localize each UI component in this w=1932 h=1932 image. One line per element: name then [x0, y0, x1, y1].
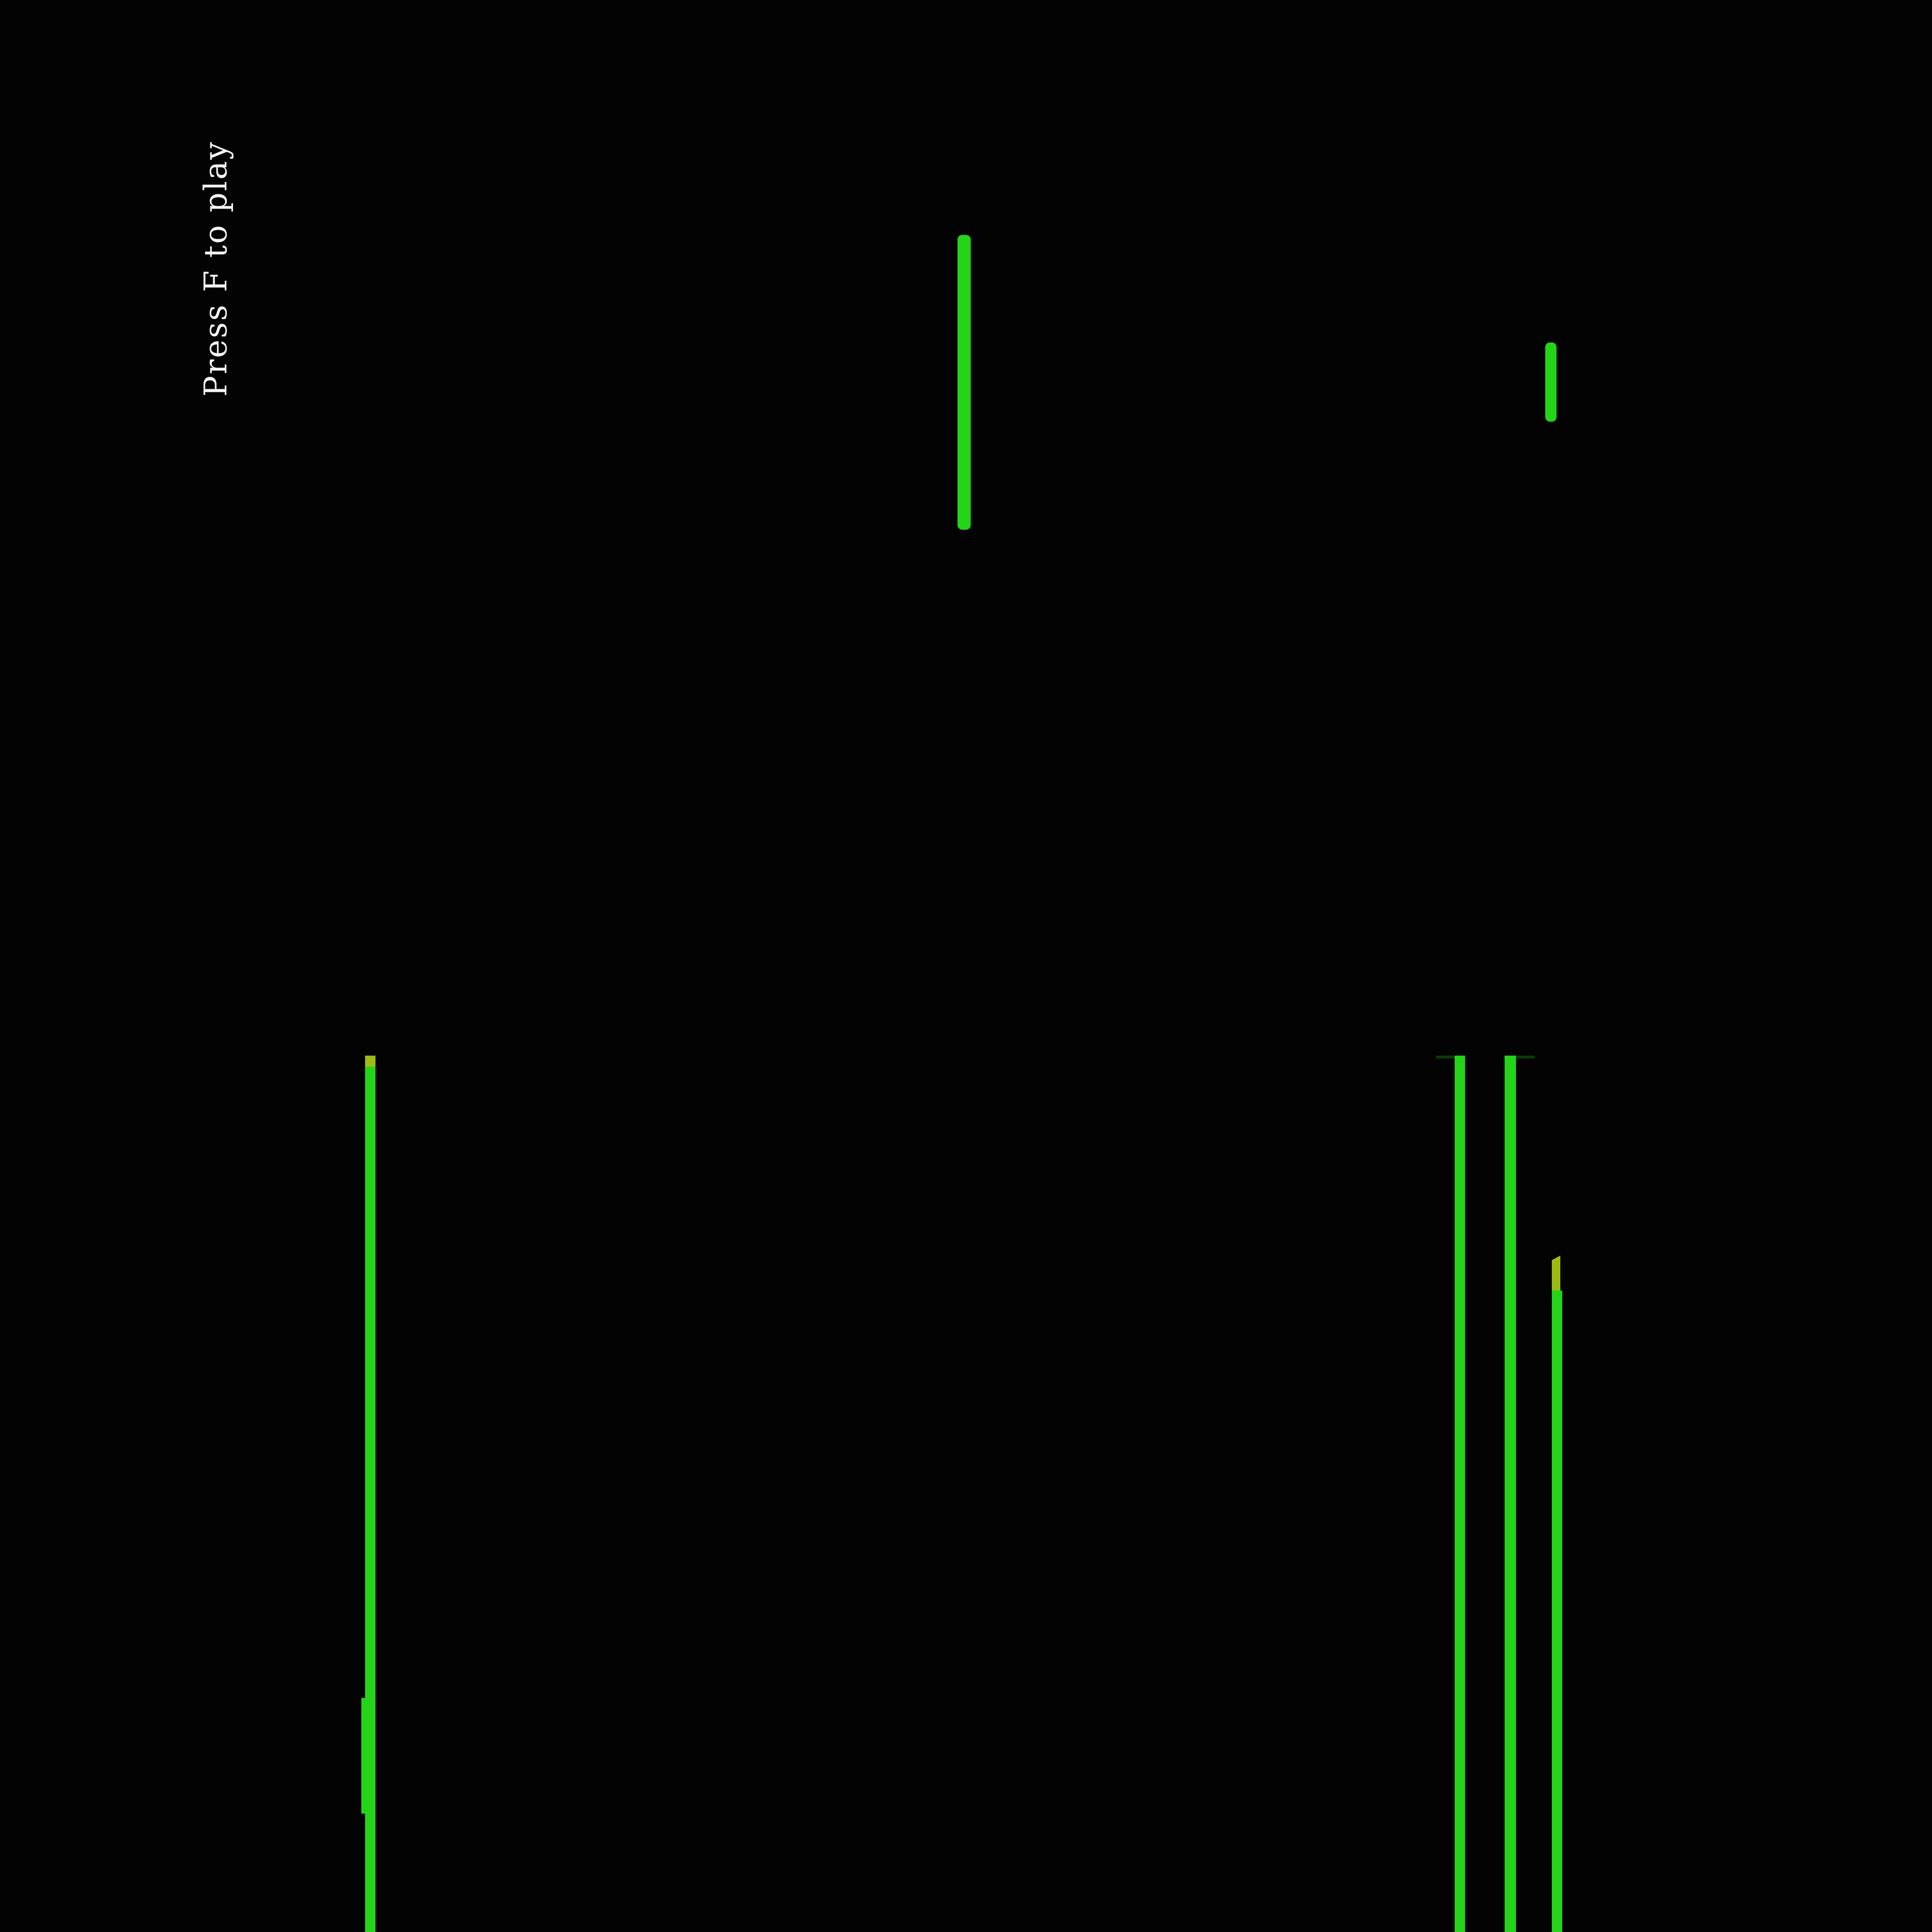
falling-line	[958, 235, 971, 530]
falling-line	[1545, 342, 1557, 422]
pillar-tip	[365, 1056, 375, 1070]
start-prompt: Press F to play	[198, 141, 234, 397]
pillar-cap	[1436, 1056, 1465, 1058]
pillar	[1505, 1056, 1516, 1932]
pillar-segment	[361, 1698, 375, 1814]
pillar-tip	[1552, 1256, 1560, 1293]
pillar-cap	[1504, 1056, 1535, 1058]
pillar	[1552, 1291, 1562, 1932]
pillar	[1455, 1056, 1465, 1932]
